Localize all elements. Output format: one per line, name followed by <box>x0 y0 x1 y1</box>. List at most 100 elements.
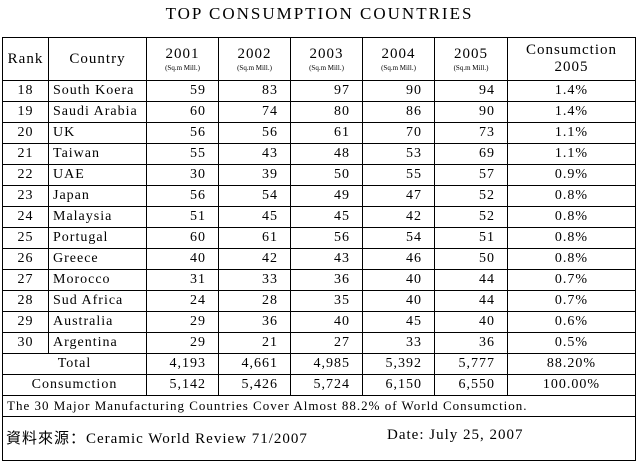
cell: Greece <box>48 248 147 270</box>
cell: 35 <box>290 290 363 312</box>
cell: 36 <box>434 332 508 354</box>
header-cell: 2005 (Sq.m Mill.) <box>434 37 508 81</box>
cell: 4,661 <box>218 353 291 375</box>
cell: 73 <box>434 122 508 144</box>
data-row: 30 Argentina 29 21 27 33 36 0.5% <box>2 332 636 354</box>
cell: 1.1% <box>507 122 636 144</box>
cell: 5,777 <box>434 353 508 375</box>
unit: (Sq.m Mill.) <box>165 63 200 72</box>
data-row: 28 Sud Africa 24 28 35 40 44 0.7% <box>2 290 636 312</box>
data-row: 25 Portugal 60 61 56 54 51 0.8% <box>2 227 636 249</box>
cell: 26 <box>2 248 49 270</box>
cell: 0.8% <box>507 206 636 228</box>
cell: 56 <box>146 185 219 207</box>
cell: 0.8% <box>507 227 636 249</box>
cell: 47 <box>362 185 435 207</box>
header-cell: Rank <box>2 37 49 81</box>
cell: 0.9% <box>507 164 636 186</box>
cell: 21 <box>218 332 291 354</box>
table: Rank Country 2001 (Sq.m Mill.) 2002 (Sq.m M… <box>2 37 636 417</box>
cell: 33 <box>362 332 435 354</box>
header-cell: Consumction 2005 <box>507 37 636 81</box>
footnote-row: The 30 Major Manufacturing Countries Cov… <box>2 395 636 417</box>
cell: 61 <box>218 227 291 249</box>
data-row: 23 Japan 56 54 49 47 52 0.8% <box>2 185 636 207</box>
unit: (Sq.m Mill.) <box>453 63 489 72</box>
cell: 1.4% <box>507 101 636 123</box>
cell: 94 <box>434 80 508 102</box>
header-row: Rank Country 2001 (Sq.m Mill.) 2002 (Sq.m M… <box>2 37 636 81</box>
share-label: Consumction <box>525 42 617 58</box>
cell: Japan <box>48 185 147 207</box>
cell: 36 <box>218 311 291 333</box>
data-row: 21 Taiwan 55 43 48 53 69 1.1% <box>2 143 636 165</box>
cell: 0.8% <box>507 185 636 207</box>
cell: 46 <box>362 248 435 270</box>
cell: 48 <box>290 143 363 165</box>
cell: 27 <box>290 332 363 354</box>
cell: 5,142 <box>146 374 219 396</box>
cell: Australia <box>48 311 147 333</box>
cell: 24 <box>146 290 219 312</box>
data-row: 18 South Koera 59 83 97 90 94 1.4% <box>2 80 636 102</box>
cell: 0.8% <box>507 248 636 270</box>
cell: 29 <box>146 311 219 333</box>
header-cell: 2003 (Sq.m Mill.) <box>290 37 363 81</box>
cell: 30 <box>2 332 49 354</box>
cell: 43 <box>290 248 363 270</box>
cell: 86 <box>362 101 435 123</box>
cell: UAE <box>48 164 147 186</box>
year: 2002 <box>237 45 272 62</box>
year: 2003 <box>309 45 344 62</box>
data-row: 19 Saudi Arabia 60 74 80 86 90 1.4% <box>2 101 636 123</box>
summary-row: Consumction 5,142 5,426 5,724 6,150 6,550 100.… <box>2 374 636 396</box>
cell: 40 <box>362 290 435 312</box>
data-row: 27 Morocco 31 33 36 40 44 0.7% <box>2 269 636 291</box>
cell: 80 <box>290 101 363 123</box>
cell: 27 <box>2 269 49 291</box>
cell: 0.7% <box>507 269 636 291</box>
cell: Morocco <box>48 269 147 291</box>
year: 2004 <box>381 45 416 62</box>
header-cell: 2001 (Sq.m Mill.) <box>146 37 219 81</box>
cell: 90 <box>362 80 435 102</box>
cell: 0.7% <box>507 290 636 312</box>
cell: 45 <box>290 206 363 228</box>
cell: 5,426 <box>218 374 291 396</box>
cell: 40 <box>362 269 435 291</box>
cell: 54 <box>362 227 435 249</box>
cell: 30 <box>146 164 219 186</box>
cell: 83 <box>218 80 291 102</box>
cell: 44 <box>434 290 508 312</box>
cell: 90 <box>434 101 508 123</box>
cell: 33 <box>218 269 291 291</box>
cell: Total <box>2 353 147 375</box>
unit: (Sq.m Mill.) <box>381 63 416 72</box>
unit: (Sq.m Mill.) <box>309 63 344 72</box>
cell: 50 <box>290 164 363 186</box>
cell: 61 <box>290 122 363 144</box>
cell: 40 <box>290 311 363 333</box>
cell: 20 <box>2 122 49 144</box>
cell: 28 <box>218 290 291 312</box>
cell: 100.00% <box>507 374 636 396</box>
cell: Consumction <box>2 374 147 396</box>
cell: 42 <box>362 206 435 228</box>
data-row: 22 UAE 30 39 50 55 57 0.9% <box>2 164 636 186</box>
data-row: 26 Greece 40 42 43 46 50 0.8% <box>2 248 636 270</box>
cell: 88.20% <box>507 353 636 375</box>
cell: 55 <box>362 164 435 186</box>
summary-row: Total 4,193 4,661 4,985 5,392 5,777 88.20% <box>2 353 636 375</box>
date: Date: July 25, 2007 <box>387 427 524 443</box>
cell: 57 <box>434 164 508 186</box>
source: 資料來源：Ceramic World Review 71/2007 <box>6 431 308 447</box>
cell: 56 <box>218 122 291 144</box>
cell: 6,150 <box>362 374 435 396</box>
year: 2001 <box>165 45 200 62</box>
cell: 74 <box>218 101 291 123</box>
footnote: The 30 Major Manufacturing Countries Cov… <box>2 395 636 417</box>
cell: 45 <box>362 311 435 333</box>
cell: 31 <box>146 269 219 291</box>
cell: 1.1% <box>507 143 636 165</box>
year: 2005 <box>454 45 488 62</box>
